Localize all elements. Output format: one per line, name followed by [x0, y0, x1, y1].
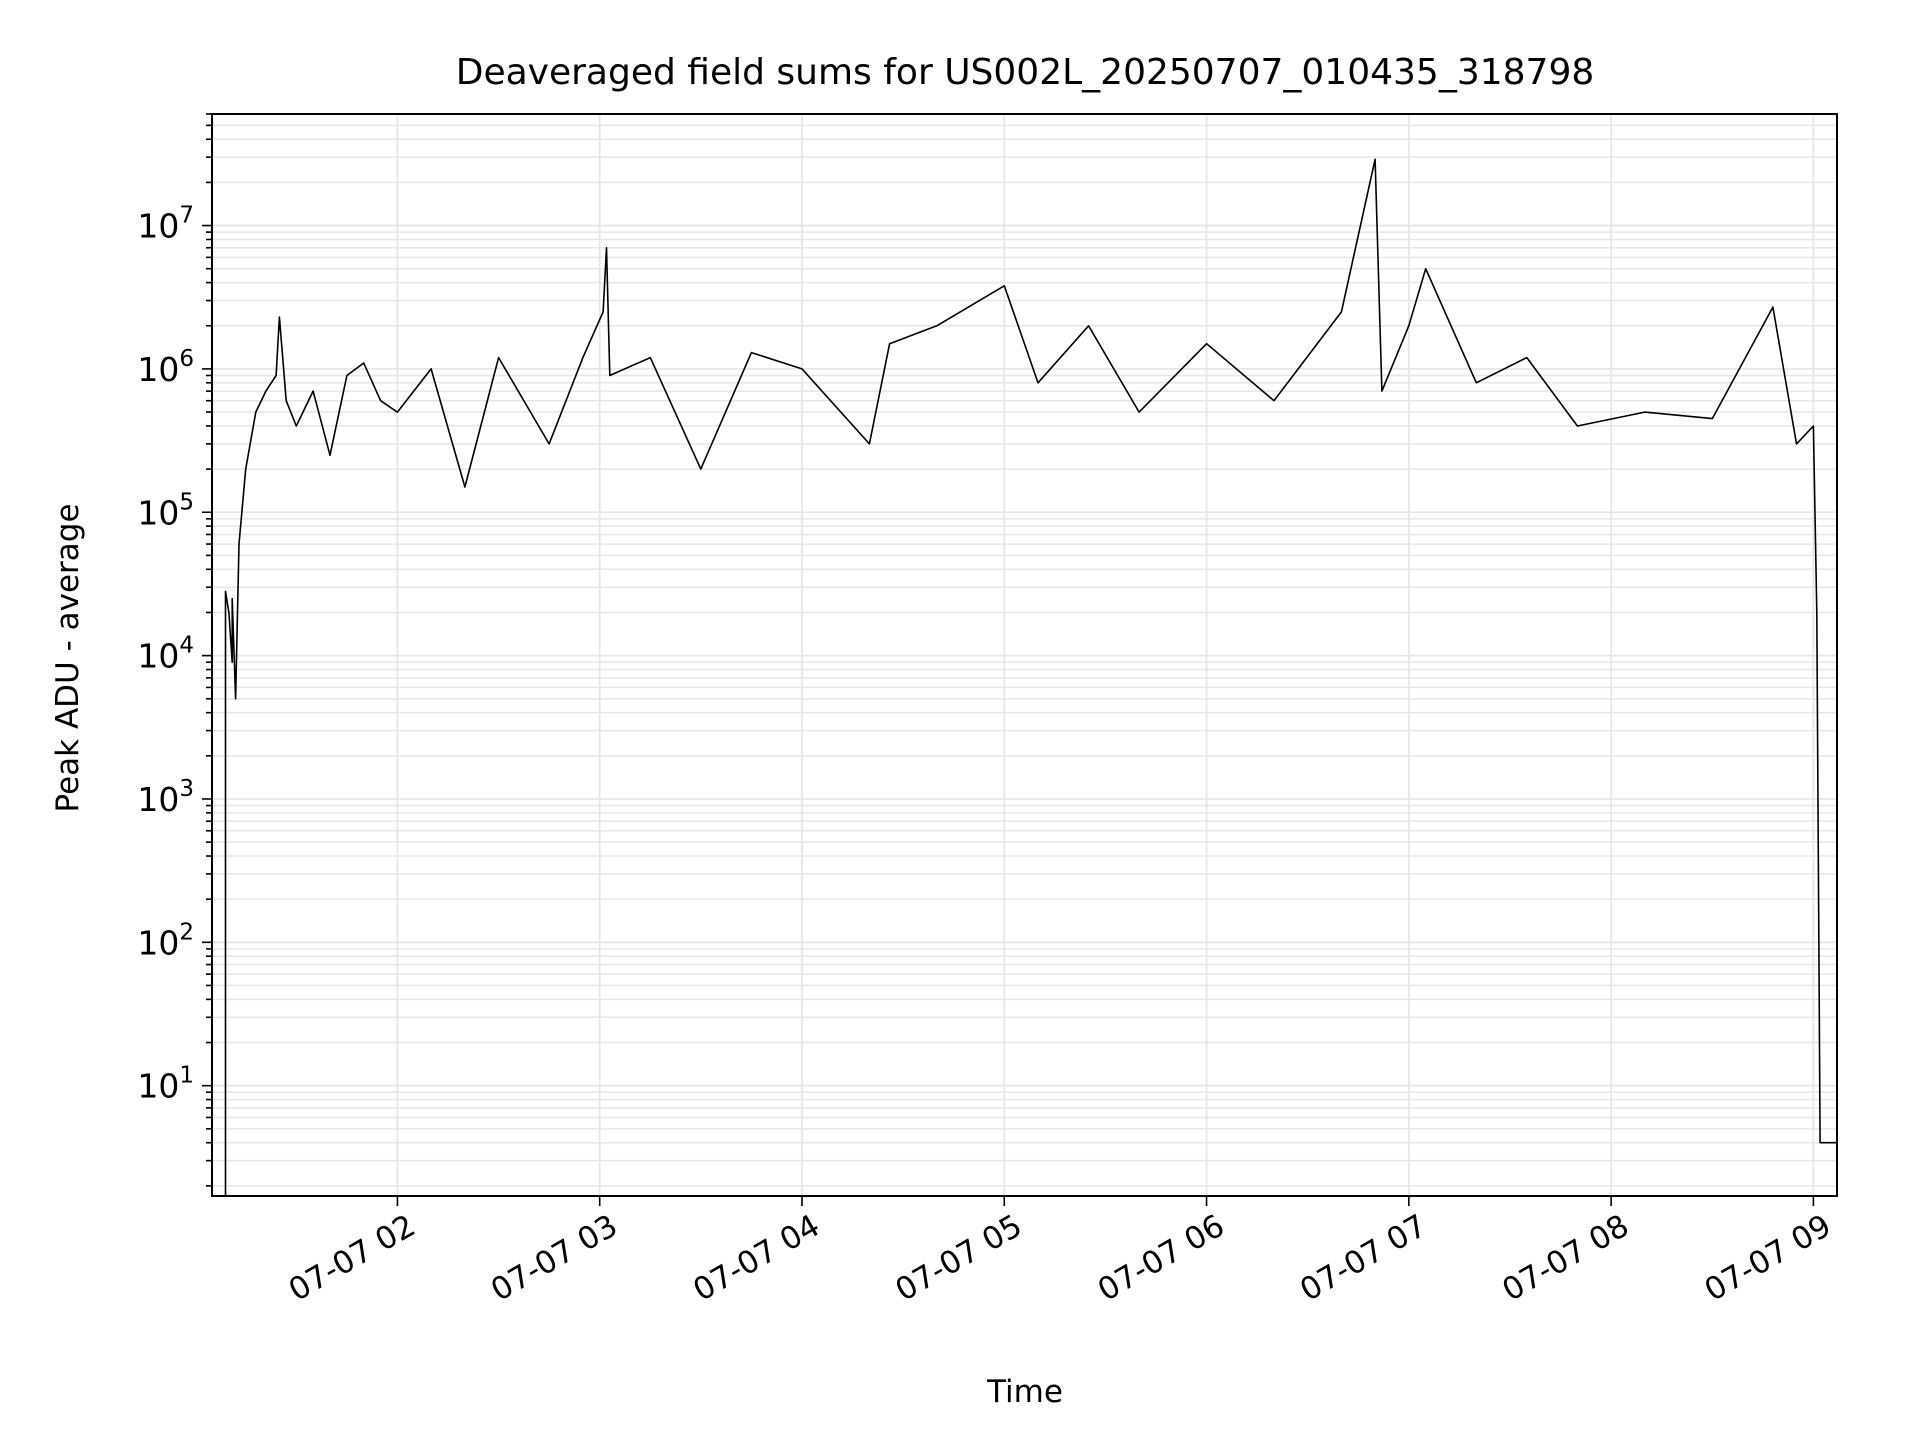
chart-title: Deaveraged field sums for US002L_2025070…	[456, 52, 1595, 93]
y-tick-label: 105	[137, 489, 194, 532]
x-axis-label: Time	[986, 1374, 1063, 1410]
data-layer	[224, 158, 1837, 1196]
y-tick-label: 103	[137, 776, 194, 819]
y-axis-label: Peak ADU - average	[50, 503, 86, 812]
series-line	[224, 158, 1837, 1196]
y-tick-label: 106	[137, 346, 194, 389]
y-tick-label: 107	[137, 203, 194, 246]
y-tick-label: 101	[137, 1063, 194, 1106]
y-tick-label: 104	[137, 633, 194, 676]
y-tick-label: 102	[137, 919, 194, 962]
grid-lines	[212, 113, 1837, 1196]
